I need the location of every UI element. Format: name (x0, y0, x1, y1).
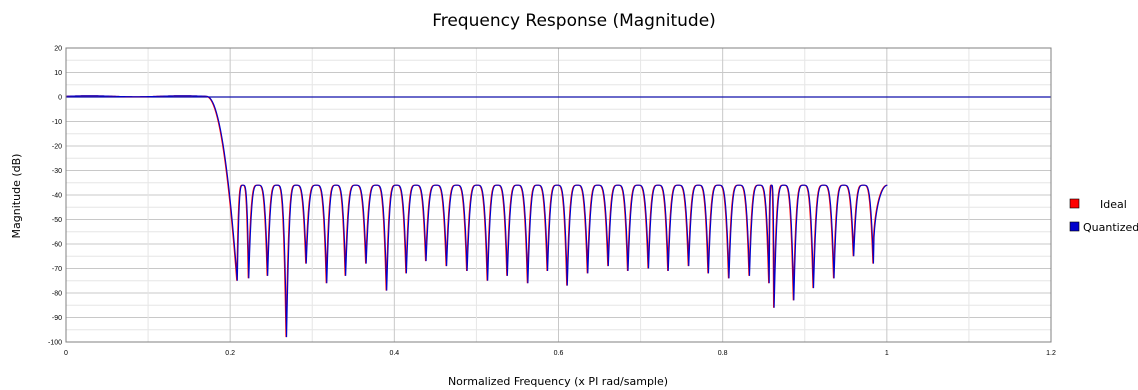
y-tick-label: -100 (48, 340, 62, 347)
y-tick-label: -10 (52, 119, 62, 126)
y-tick-label: -80 (52, 291, 62, 298)
x-tick-label: 0.4 (389, 350, 399, 357)
legend: Ideal Quantized (1069, 198, 1138, 234)
x-tick-labels: 0 0.2 0.4 0.6 0.8 1 1.2 (64, 350, 1056, 357)
legend-swatch-ideal (1069, 198, 1080, 209)
x-axis-label: Normalized Frequency (x PI rad/sample) (448, 375, 668, 388)
y-tick-label: 0 (58, 95, 62, 102)
x-tick-label: 0.6 (554, 350, 564, 357)
x-tick-label: 1.2 (1046, 350, 1056, 357)
plot-frame (65, 47, 1052, 343)
y-tick-label: -50 (52, 217, 62, 224)
y-tick-label: -70 (52, 266, 62, 273)
chart-title: Frequency Response (Magnitude) (432, 11, 716, 31)
x-tick-label: 0.8 (718, 350, 728, 357)
legend-label-quantized: Quantized (1083, 221, 1138, 234)
x-tick-label: 0 (64, 350, 68, 357)
y-tick-label: -20 (52, 144, 62, 151)
series-group (65, 95, 888, 338)
y-tick-label: -90 (52, 315, 62, 322)
grid (65, 47, 1052, 343)
y-axis-label: Magnitude (dB) (10, 154, 23, 239)
y-tick-label: 10 (54, 70, 62, 77)
series-line-quantized (66, 95, 888, 338)
y-tick-labels: 20 10 0 -10 -20 -30 -40 -50 -60 -70 -80 -90 -100 (48, 46, 62, 347)
legend-swatch-quantized (1069, 221, 1080, 232)
y-tick-label: -40 (52, 193, 62, 200)
y-tick-label: -60 (52, 242, 62, 249)
y-tick-label: 20 (54, 46, 62, 53)
legend-label-ideal: Ideal (1100, 198, 1127, 211)
y-tick-label: -30 (52, 168, 62, 175)
x-tick-label: 0.2 (225, 350, 235, 357)
x-tick-label: 1 (885, 350, 889, 357)
